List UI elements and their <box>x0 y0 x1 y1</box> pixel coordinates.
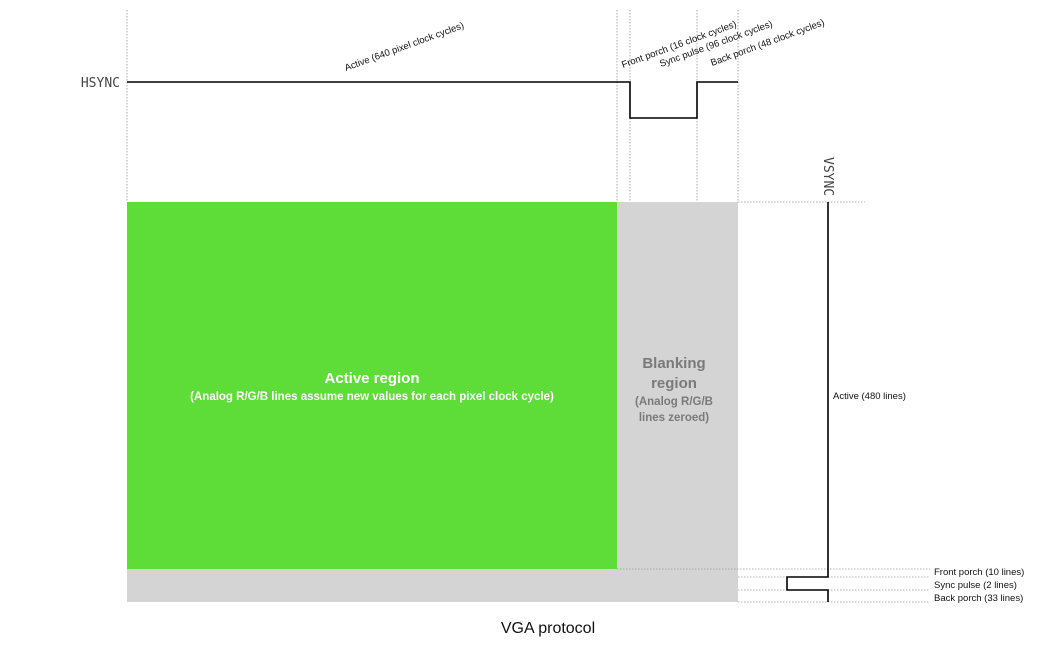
blanking-region-line-2: region <box>651 375 697 392</box>
vertical-blanking-box <box>127 569 738 602</box>
hsync-active-label: Active (640 pixel clock cycles) <box>343 20 465 73</box>
vertical-timing-guides <box>617 201 930 603</box>
active-region-box <box>127 202 617 569</box>
vsync-label: VSYNC <box>820 157 835 196</box>
active-region-subtitle: (Analog R/G/B lines assume new values fo… <box>190 391 554 403</box>
vsync-front-porch-label: Front porch (10 lines) <box>934 567 1024 578</box>
blanking-region-line-3: (Analog R/G/B <box>635 396 713 408</box>
blanking-region-box <box>617 202 738 569</box>
vsync-sync-pulse-label: Sync pulse (2 lines) <box>934 580 1017 591</box>
blanking-region-line-4: lines zeroed) <box>639 412 709 424</box>
vsync-active-label: Active (480 lines) <box>833 391 906 402</box>
vsync-back-porch-label: Back porch (33 lines) <box>934 593 1023 604</box>
blanking-region-line-1: Blanking <box>642 355 705 372</box>
hsync-label: HSYNC <box>81 76 120 91</box>
hsync-waveform <box>127 81 738 119</box>
diagram-caption: VGA protocol <box>501 620 595 637</box>
vsync-waveform <box>786 202 829 602</box>
active-region-title: Active region <box>324 370 419 387</box>
